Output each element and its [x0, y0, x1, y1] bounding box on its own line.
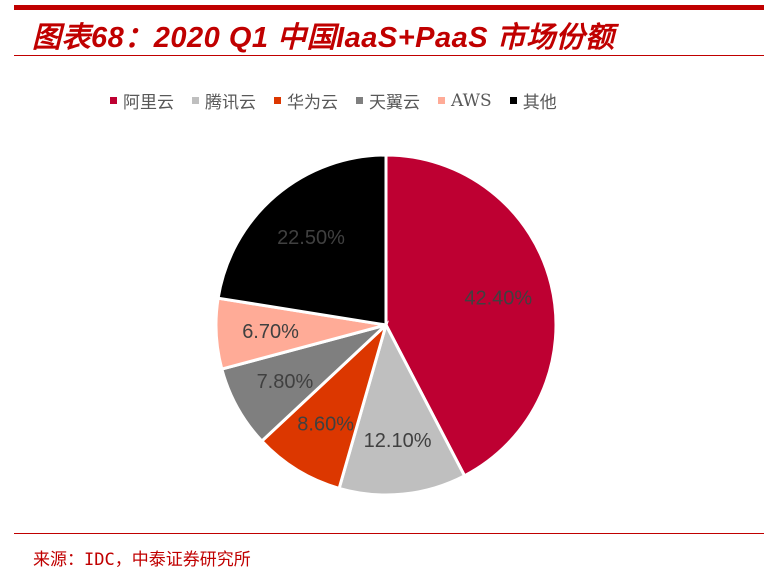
legend-item: 腾讯云 — [192, 88, 256, 113]
legend-swatch — [110, 97, 117, 104]
legend-swatch — [509, 97, 517, 104]
legend-swatch — [438, 97, 445, 104]
slice-label: 6.70% — [242, 321, 299, 343]
slice-label: 12.10% — [364, 430, 432, 452]
legend-label: 天翼云 — [369, 93, 420, 113]
legend-label: 其他 — [522, 93, 557, 113]
slice-label: 42.40% — [464, 288, 532, 310]
slice-label: 7.80% — [257, 371, 314, 393]
legend-label: AWS — [451, 90, 492, 111]
legend-swatch — [356, 97, 363, 104]
legend-swatch — [274, 97, 281, 104]
pie-slice — [216, 153, 388, 327]
legend-label: 阿里云 — [123, 93, 174, 113]
legend-item: 华为云 — [274, 88, 338, 113]
legend-item: 其他 — [509, 88, 557, 113]
slice-label: 22.50% — [277, 227, 345, 249]
title-divider — [14, 55, 764, 56]
top-accent-bar — [14, 5, 764, 10]
legend-item: 阿里云 — [110, 88, 174, 113]
legend: 阿里云 腾讯云 华为云 天翼云 AWS 其他 — [110, 88, 557, 113]
slice-label: 8.60% — [297, 414, 354, 436]
pie-slice — [337, 320, 467, 497]
legend-item: AWS — [438, 88, 492, 113]
source-note: 来源：IDC，中泰证券研究所 — [33, 550, 251, 570]
legend-swatch — [192, 97, 199, 104]
legend-item: 天翼云 — [356, 88, 420, 113]
legend-label: 华为云 — [287, 93, 338, 113]
source-divider — [14, 533, 764, 534]
chart-title: 图表68：2020 Q1 中国IaaS+PaaS 市场份额 — [32, 22, 615, 54]
pie-slice — [259, 320, 389, 491]
legend-label: 腾讯云 — [205, 93, 256, 113]
pie-slice — [384, 153, 558, 478]
